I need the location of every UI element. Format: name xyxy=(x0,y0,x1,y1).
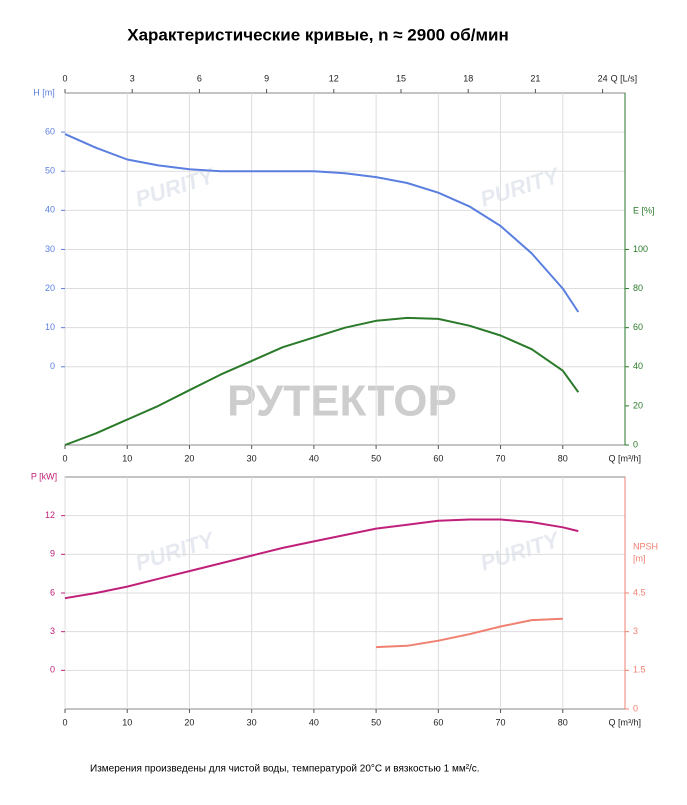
x-tick-label: 20 xyxy=(184,717,194,727)
y-tick-label: 10 xyxy=(45,322,55,332)
x2-tick-label: 18 xyxy=(463,73,473,83)
x-tick-label: 40 xyxy=(309,453,319,463)
x2-tick-label: 9 xyxy=(264,73,269,83)
x2-tick-label: 15 xyxy=(396,73,406,83)
y-tick-label: 12 xyxy=(45,510,55,520)
y2-tick-label: 0 xyxy=(633,439,638,449)
y2-tick-label: 1.5 xyxy=(633,665,646,675)
y-tick-label: 6 xyxy=(50,587,55,597)
x-tick-label: 10 xyxy=(122,717,132,727)
y2-tick-label: 4.5 xyxy=(633,587,646,597)
x-tick-label: 0 xyxy=(62,453,67,463)
x-tick-label: 80 xyxy=(558,717,568,727)
chart-title: Характеристические кривые, n ≈ 2900 об/м… xyxy=(127,25,509,44)
x2-tick-label: 24 xyxy=(598,73,608,83)
x-tick-label: 80 xyxy=(558,453,568,463)
y-tick-label: 40 xyxy=(45,205,55,215)
y-tick-label: 30 xyxy=(45,244,55,254)
x2-tick-label: 12 xyxy=(329,73,339,83)
curve xyxy=(376,617,563,649)
y-tick-label: 3 xyxy=(50,626,55,636)
x2-tick-label: 21 xyxy=(530,73,540,83)
y-tick-label: 20 xyxy=(45,283,55,293)
x2-tick-label: 0 xyxy=(62,73,67,83)
x-axis-label: Q [m³/h] xyxy=(608,453,641,463)
x-tick-label: 60 xyxy=(433,453,443,463)
y2-axis-label: NPSH xyxy=(633,541,658,551)
y-axis-label: P [kW] xyxy=(31,471,57,481)
x2-tick-label: 6 xyxy=(197,73,202,83)
x-tick-label: 50 xyxy=(371,453,381,463)
watermark: РУТЕКТОР xyxy=(227,377,457,426)
y2-tick-label: 40 xyxy=(633,361,643,371)
x-tick-label: 0 xyxy=(62,717,67,727)
y2-axis-label: [m] xyxy=(633,553,646,563)
y-tick-label: 60 xyxy=(45,126,55,136)
y2-tick-label: 80 xyxy=(633,283,643,293)
x-axis-label: Q [m³/h] xyxy=(608,717,641,727)
x2-tick-label: 3 xyxy=(130,73,135,83)
y-tick-label: 0 xyxy=(50,665,55,675)
footnote: Измерения произведены для чистой воды, т… xyxy=(90,764,480,775)
x-tick-label: 50 xyxy=(371,717,381,727)
x2-axis-label: Q [L/s] xyxy=(611,73,638,83)
y-tick-label: 0 xyxy=(50,361,55,371)
y2-tick-label: 3 xyxy=(633,626,638,636)
x-tick-label: 20 xyxy=(184,453,194,463)
curve xyxy=(64,133,580,313)
x-tick-label: 40 xyxy=(309,717,319,727)
y-axis-label: H [m] xyxy=(33,87,55,97)
watermark-logo: PURITY xyxy=(477,162,564,211)
x-tick-label: 60 xyxy=(433,717,443,727)
x-tick-label: 70 xyxy=(496,717,506,727)
x-tick-label: 70 xyxy=(496,453,506,463)
curve xyxy=(64,316,580,446)
y-tick-label: 50 xyxy=(45,166,55,176)
y2-tick-label: 0 xyxy=(633,703,638,713)
curve xyxy=(64,518,579,600)
x-tick-label: 30 xyxy=(247,717,257,727)
watermark-logo: PURITY xyxy=(477,526,564,575)
y2-tick-label: 60 xyxy=(633,322,643,332)
y2-tick-label: 100 xyxy=(633,244,648,254)
watermark-logo: PURITY xyxy=(132,526,219,575)
x-tick-label: 30 xyxy=(247,453,257,463)
y2-tick-label: 20 xyxy=(633,400,643,410)
y2-axis-label: E [%] xyxy=(633,205,655,215)
y-tick-label: 9 xyxy=(50,549,55,559)
x-tick-label: 10 xyxy=(122,453,132,463)
